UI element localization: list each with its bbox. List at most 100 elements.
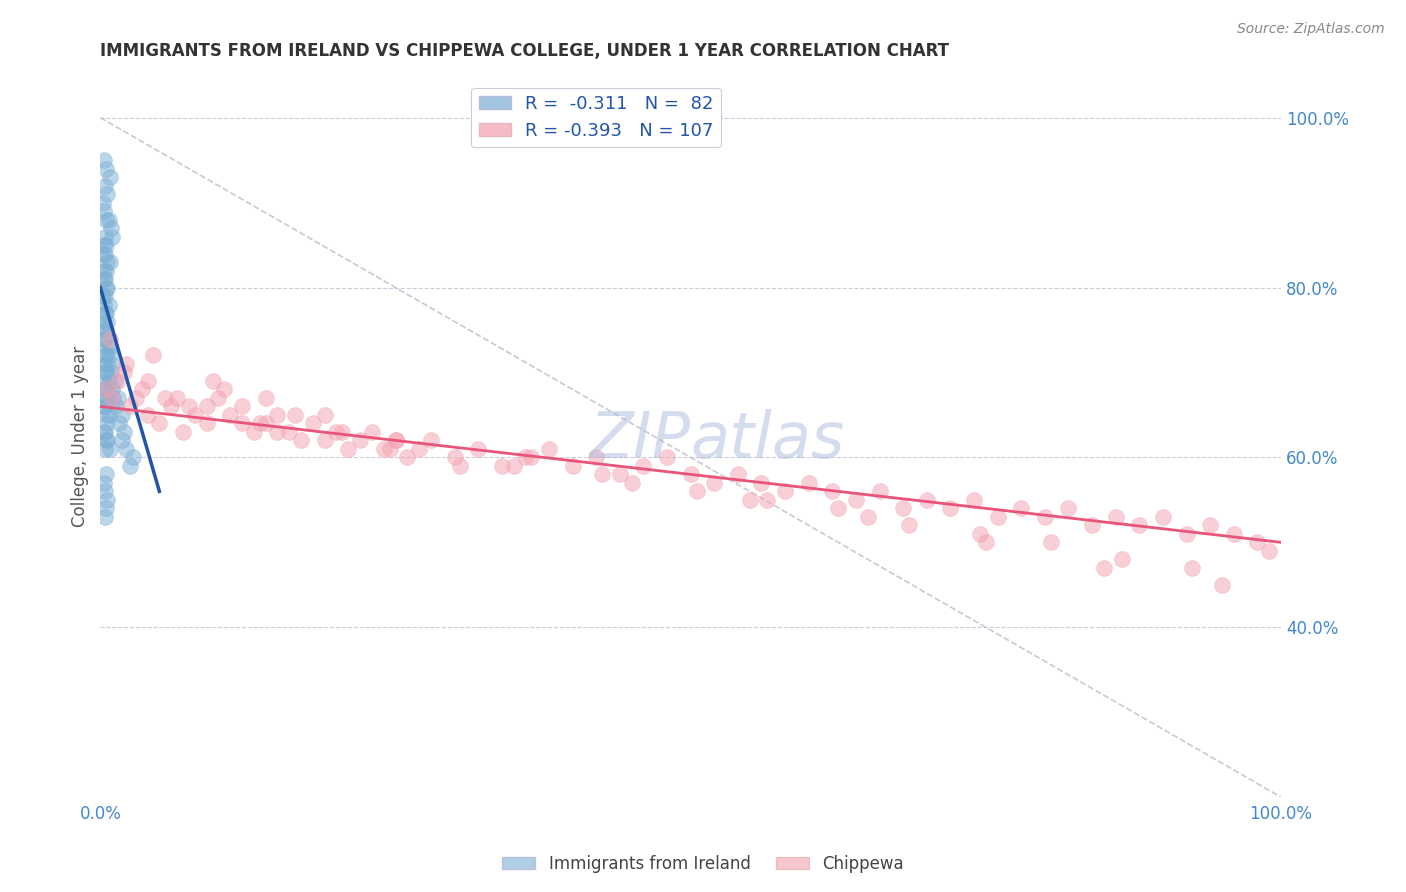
Point (96, 492, 118, 507)
Point (96, 383, 118, 397)
Point (115, 442, 138, 456)
Point (520, 450, 543, 465)
Point (91, 195, 114, 210)
Point (254, 391, 277, 405)
Point (96, 467, 118, 482)
Point (207, 391, 229, 405)
Point (91, 289, 114, 303)
Point (91, 323, 114, 337)
Point (939, 501, 962, 516)
Point (1081, 518, 1104, 533)
Point (915, 492, 938, 507)
Point (201, 374, 224, 388)
Point (655, 450, 678, 465)
Point (172, 425, 194, 439)
Point (94, 442, 117, 456)
Point (94, 331, 117, 345)
Point (101, 229, 124, 244)
Point (821, 484, 844, 499)
Point (845, 492, 868, 507)
Point (96, 340, 118, 354)
Point (96, 501, 118, 516)
Point (160, 400, 183, 414)
Y-axis label: College, Under 1 year: College, Under 1 year (72, 345, 89, 527)
Point (94, 425, 117, 439)
Point (243, 425, 266, 439)
Point (751, 475, 773, 490)
Point (96, 357, 118, 371)
Point (94, 272, 117, 286)
Point (96, 391, 118, 405)
Point (107, 374, 129, 388)
Point (184, 408, 207, 422)
Point (94, 509, 117, 524)
Point (107, 391, 129, 405)
Point (112, 366, 135, 380)
Point (110, 434, 132, 448)
Point (254, 417, 277, 431)
Point (738, 492, 761, 507)
Point (703, 475, 725, 490)
Point (325, 425, 347, 439)
Point (115, 357, 138, 371)
Point (93, 272, 115, 286)
Point (94, 289, 117, 303)
Point (284, 408, 307, 422)
Point (373, 442, 395, 456)
Point (97, 297, 120, 311)
Point (93, 331, 115, 345)
Point (491, 458, 513, 473)
Point (443, 450, 465, 465)
Point (96, 434, 118, 448)
Point (827, 501, 849, 516)
Point (1010, 501, 1032, 516)
Point (219, 408, 242, 422)
Point (93, 153, 115, 168)
Point (93, 238, 115, 252)
Point (195, 417, 218, 431)
Point (98, 442, 121, 456)
Point (1033, 509, 1056, 524)
Point (136, 374, 159, 388)
Point (214, 383, 236, 397)
Point (1105, 509, 1128, 524)
Point (591, 467, 613, 482)
Point (108, 417, 131, 431)
Point (142, 349, 165, 363)
Point (93, 314, 115, 328)
Point (561, 458, 583, 473)
Legend: Immigrants from Ireland, Chippewa: Immigrants from Ireland, Chippewa (495, 848, 911, 880)
Point (96, 187, 118, 202)
Point (94, 306, 117, 320)
Point (249, 417, 271, 431)
Point (96, 306, 118, 320)
Point (177, 400, 200, 414)
Point (93, 357, 115, 371)
Point (118, 458, 141, 473)
Point (314, 408, 336, 422)
Point (278, 425, 301, 439)
Point (502, 458, 524, 473)
Point (585, 450, 607, 465)
Point (93, 400, 115, 414)
Point (679, 467, 702, 482)
Point (195, 400, 218, 414)
Point (103, 391, 125, 405)
Point (384, 434, 406, 448)
Point (332, 425, 354, 439)
Point (96, 314, 118, 328)
Point (155, 391, 177, 405)
Point (96, 408, 118, 422)
Point (384, 434, 406, 448)
Text: Source: ZipAtlas.com: Source: ZipAtlas.com (1237, 22, 1385, 37)
Point (314, 434, 336, 448)
Point (94, 366, 117, 380)
Point (537, 442, 560, 456)
Point (1039, 535, 1062, 549)
Point (1152, 509, 1174, 524)
Point (963, 492, 986, 507)
Point (266, 425, 288, 439)
Point (96, 161, 118, 176)
Point (96, 323, 118, 337)
Point (100, 221, 122, 235)
